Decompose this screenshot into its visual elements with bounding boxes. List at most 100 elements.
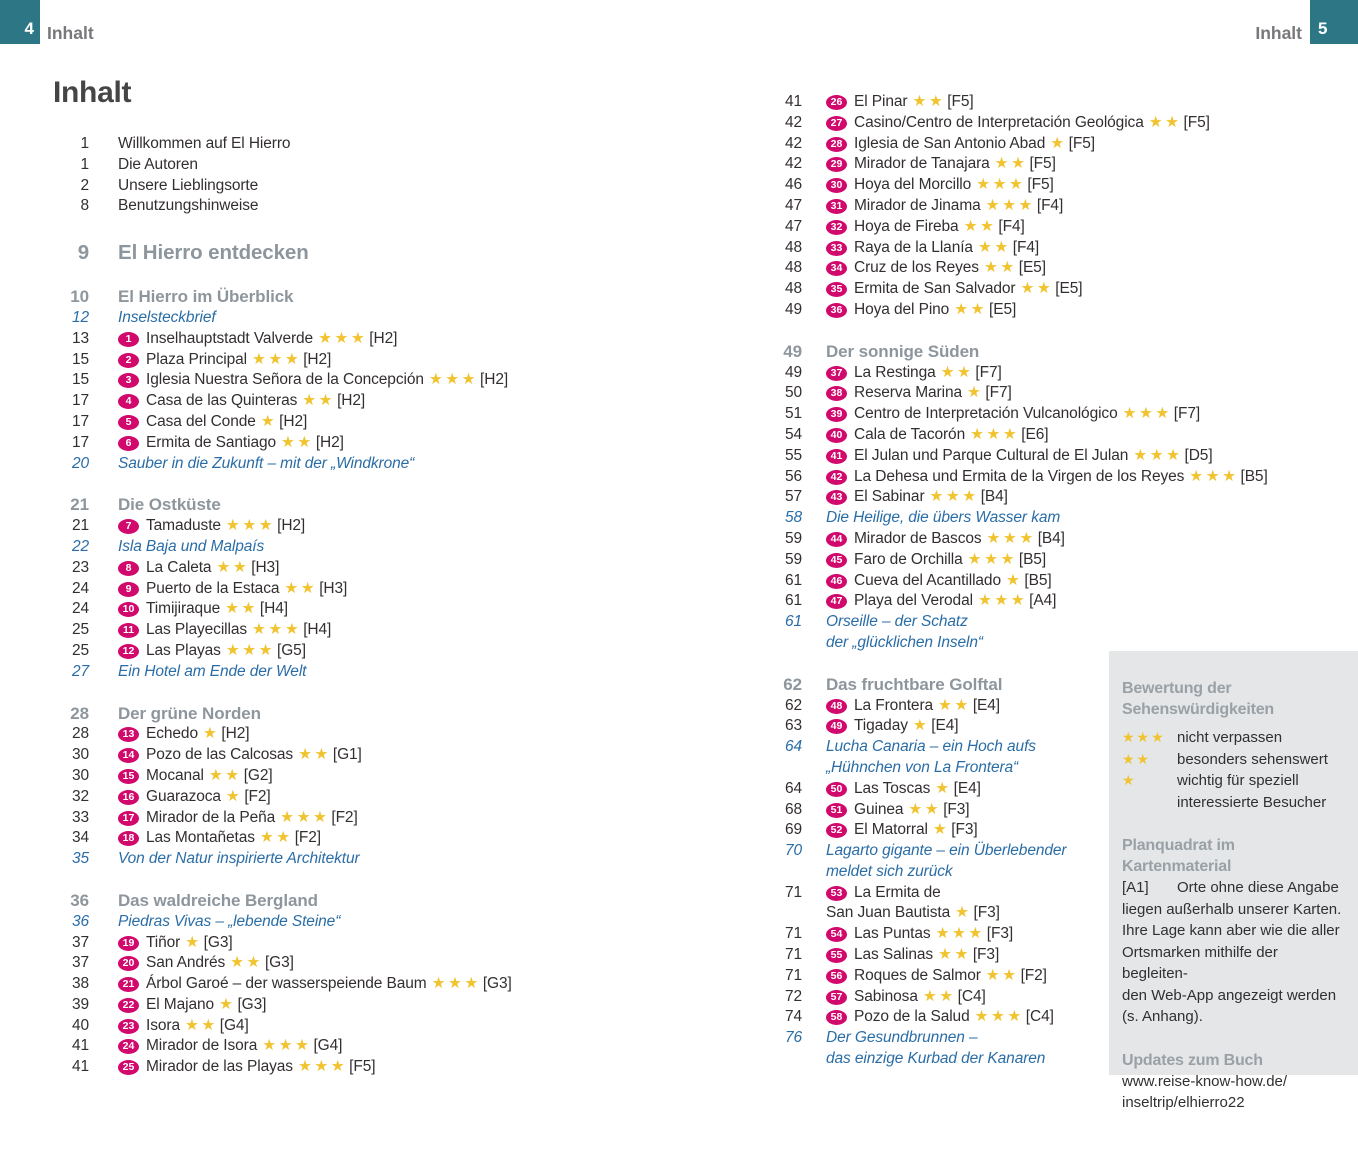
toc-row-poi: 17 4 Casa de las Quinteras ★★ [H2] bbox=[53, 391, 723, 412]
toc-page-number: 70 bbox=[784, 842, 802, 860]
poi-number-badge: 54 bbox=[826, 927, 847, 943]
toc-row-poi: 24 9 Puerto de la Estaca ★★ [H3] bbox=[53, 579, 723, 600]
toc-page-number: 47 bbox=[784, 217, 802, 235]
page-title: Inhalt bbox=[53, 76, 132, 109]
section-title: Der grüne Norden bbox=[118, 703, 261, 723]
toc-page-number: 62 bbox=[784, 696, 802, 714]
toc-entry: 21 Árbol Garoé – der wasserspeiende Baum ★… bbox=[118, 974, 512, 995]
map-grid-reference: [G3] bbox=[237, 995, 267, 1013]
map-grid-reference: [B5] bbox=[1240, 467, 1268, 485]
rating-legend-label: nicht verpassen bbox=[1177, 729, 1283, 746]
star-rating: ★★★ bbox=[985, 196, 1035, 214]
poi-title: Roques de Salmor bbox=[854, 966, 981, 984]
poi-title: Ermita de Santiago bbox=[146, 433, 277, 451]
poi-number-badge: 31 bbox=[826, 198, 847, 214]
toc-entry: Sauber in die Zukunft – mit der „Windkro… bbox=[118, 454, 414, 475]
toc-entry: 12 Las Playas ★★★ [G5] bbox=[118, 641, 306, 662]
toc-row-poi: 17 5 Casa del Conde ★ [H2] bbox=[53, 412, 723, 433]
star-rating: ★★★ bbox=[225, 517, 276, 535]
star-rating: ★★ bbox=[954, 300, 988, 318]
toc-page-number: 25 bbox=[71, 641, 89, 659]
feature-article-title: Der Gesundbrunnen – das einzige Kurbad d… bbox=[826, 1029, 1046, 1068]
page-number-left: 4 bbox=[24, 19, 34, 38]
toc-page-number: 74 bbox=[784, 1008, 802, 1026]
toc-row-poi: 30 15 Mocanal ★★ [G2] bbox=[53, 766, 723, 787]
grid-ref-example: [A1] bbox=[1122, 879, 1149, 896]
star-rating: ★ bbox=[955, 904, 972, 922]
star-rating: ★★★ bbox=[986, 529, 1036, 547]
poi-number-badge: 7 bbox=[118, 519, 139, 535]
toc-entry: Das fruchtbare Golftal bbox=[826, 675, 1002, 696]
toc-page-number: 27 bbox=[71, 662, 89, 680]
star-rating: ★★ bbox=[259, 829, 293, 847]
poi-title: Pozo de la Salud bbox=[854, 1008, 970, 1026]
toc-row-poi: 33 17 Mirador de la Peña ★★★ [F2] bbox=[53, 808, 723, 829]
toc-row-poi: 47 32 Hoya de Fireba ★★ [F4] bbox=[770, 217, 1355, 238]
toc-entry: 41 El Julan und Parque Cultural de El Jul… bbox=[826, 446, 1213, 467]
toc-entry: Lucha Canaria – ein Hoch aufs „Hühnchen … bbox=[826, 737, 1036, 779]
toc-entry: 49 Tigaday ★ [E4] bbox=[826, 716, 959, 737]
map-grid-reference: [E5] bbox=[989, 300, 1017, 318]
poi-title: Reserva Marina bbox=[854, 384, 963, 402]
toc-row-section: 36 Das waldreiche Bergland bbox=[53, 891, 723, 912]
poi-number-badge: 48 bbox=[826, 698, 847, 714]
toc-row-poi: 41 24 Mirador de Isora ★★★ [G4] bbox=[53, 1036, 723, 1057]
toc-entry: 26 El Pinar ★★ [F5] bbox=[826, 92, 974, 113]
star-rating: ★★ bbox=[298, 746, 331, 764]
toc-page-number: 48 bbox=[784, 259, 802, 277]
star-rating: ★ bbox=[1122, 772, 1137, 788]
toc-entry: Das waldreiche Bergland bbox=[118, 891, 318, 912]
poi-title: San Andrés bbox=[146, 954, 226, 972]
star-rating: ★★★ bbox=[929, 488, 979, 506]
toc-page-number: 10 bbox=[70, 287, 89, 307]
poi-number-badge: 8 bbox=[118, 560, 139, 576]
feature-article-title: Orseille – der Schatz der „glücklichen I… bbox=[826, 613, 983, 651]
poi-title: Sabinosa bbox=[854, 987, 918, 1005]
poi-title: La Caleta bbox=[146, 558, 212, 576]
toc-row-poi: 48 33 Raya de la Llanía ★★ [F4] bbox=[770, 238, 1355, 259]
poi-title: El Sabinar bbox=[854, 488, 925, 506]
rating-legend-row: ★★★ nicht verpassen bbox=[1122, 727, 1346, 749]
toc-row-poi: 74 58 Pozo de la Salud ★★★ [C4] bbox=[770, 1007, 1355, 1028]
toc-page-number: 17 bbox=[71, 392, 89, 410]
running-head-right: Inhalt bbox=[1255, 23, 1302, 43]
poi-title: Raya de la Llanía bbox=[854, 238, 973, 256]
toc-page-number: 42 bbox=[784, 113, 802, 131]
toc-entry: 46 Cueva del Acantillado ★ [B5] bbox=[826, 571, 1052, 592]
map-grid-reference: [F2] bbox=[331, 808, 358, 826]
toc-page-number: 35 bbox=[71, 850, 89, 868]
toc-entry: 45 Faro de Orchilla ★★★ [B5] bbox=[826, 550, 1046, 571]
poi-title: Las Playecillas bbox=[146, 621, 248, 639]
toc-row-feature: 64 Lucha Canaria – ein Hoch aufs „Hühnche… bbox=[770, 737, 1355, 779]
grid-heading: Planquadrat im Kartenmaterial bbox=[1122, 837, 1235, 875]
toc-row-poi: 23 8 La Caleta ★★ [H3] bbox=[53, 558, 723, 579]
poi-title: Las Playas bbox=[146, 641, 221, 659]
feature-article-title: Lagarto gigante – ein Überlebender melde… bbox=[826, 842, 1067, 880]
toc-page-number: 54 bbox=[784, 425, 802, 443]
poi-title: La Dehesa und Ermita de la Virgen de los… bbox=[854, 467, 1185, 485]
poi-number-badge: 26 bbox=[826, 95, 847, 110]
star-rating: ★★ bbox=[208, 766, 242, 784]
star-rating: ★★ bbox=[908, 800, 942, 818]
map-grid-reference: [E4] bbox=[931, 717, 959, 735]
toc-row-section: 62 Das fruchtbare Golftal bbox=[770, 675, 1355, 696]
poi-title: Cueva del Acantillado bbox=[854, 571, 1001, 589]
toc-row-feature: 27 Ein Hotel am Ende der Welt bbox=[53, 662, 723, 683]
star-rating: ★★ bbox=[938, 696, 971, 714]
toc-page-number: 69 bbox=[784, 821, 802, 839]
toc-row-poi: 17 6 Ermita de Santiago ★★ [H2] bbox=[53, 433, 723, 454]
poi-title: La Ermita de San Juan Bautista bbox=[826, 883, 951, 922]
toc-entry: Die Heilige, die übers Wasser kam bbox=[826, 508, 1060, 529]
map-grid-reference: [F4] bbox=[998, 217, 1025, 235]
toc-entry: 57 Sabinosa ★★ [C4] bbox=[826, 987, 986, 1008]
poi-title: El Julan und Parque Cultural de El Julan bbox=[854, 446, 1129, 464]
star-rating: ★★ bbox=[1148, 113, 1182, 131]
toc-row-poi: 34 18 Las Montañetas ★★ [F2] bbox=[53, 828, 723, 849]
toc-row-poi: 37 19 Tiñor ★ [G3] bbox=[53, 933, 723, 954]
poi-title: Iglesia Nuestra Señora de la Concepción bbox=[146, 371, 424, 389]
toc-row-poi: 71 55 Las Salinas ★★ [F3] bbox=[770, 945, 1355, 966]
poi-title: Tigaday bbox=[854, 717, 908, 735]
toc-page-number: 61 bbox=[784, 571, 802, 589]
map-grid-reference: [G4] bbox=[219, 1016, 249, 1034]
map-grid-reference: [D5] bbox=[1184, 446, 1213, 464]
